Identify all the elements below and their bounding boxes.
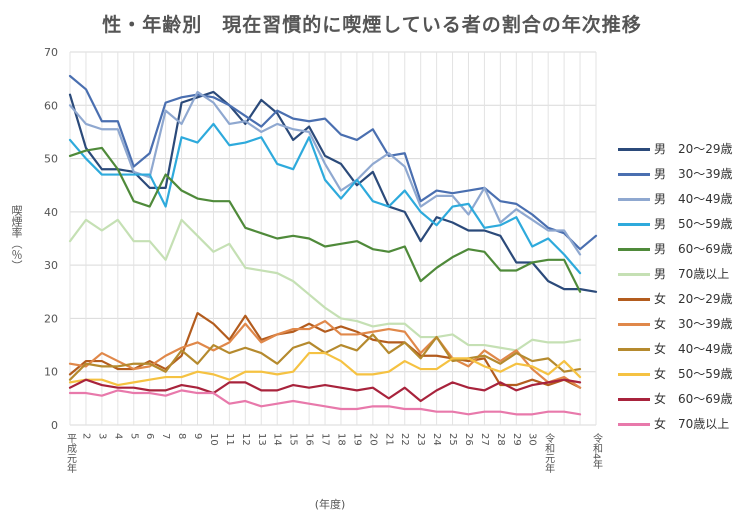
series-line-12 [68,389,582,416]
x-tick-label: 14 [272,433,283,446]
x-tick-label: 28 [495,433,506,446]
y-tick-label: 60 [44,99,58,112]
legend-label: 女 40〜49歳 [654,342,733,356]
x-tick-label: 29 [511,433,522,446]
legend-swatch [618,173,650,176]
x-tick-label: 5 [128,433,139,439]
x-tick-label: 24 [431,433,442,446]
series-line-4 [68,122,582,275]
legend-swatch [618,223,650,226]
legend-label: 女 50〜59歳 [654,367,733,381]
series-line-1 [68,90,598,293]
y-axis-label: 喫煙率（％） [10,205,23,271]
series-line-11 [68,378,582,403]
x-tick-label: 30 [527,433,538,446]
y-tick-label: 20 [44,312,58,325]
x-tick-label: 16 [304,433,315,446]
y-tick-label: 50 [44,153,58,166]
legend-label: 男 50〜59歳 [654,217,733,231]
x-tick-label: 8 [176,433,187,439]
x-tick-label: 23 [415,433,426,446]
y-tick-label: 30 [44,259,58,272]
legend-label: 男 60〜69歳 [654,242,733,256]
x-axis-label: (年度) [314,498,346,511]
legend-swatch [618,148,650,151]
x-tick-label: 13 [256,433,267,446]
x-tick-label: 17 [320,433,331,446]
x-tick-label: 19 [351,433,362,446]
x-tick-label: 令和元年 [543,432,555,474]
legend-label: 男 30〜39歳 [654,167,733,181]
chart-title: 性・年齢別 現在習慣的に喫煙している者の割合の年次推移 [102,14,642,36]
series-line-2 [68,74,598,251]
x-tick-label: 20 [367,433,378,446]
x-tick-label: 21 [383,433,394,446]
x-tick-label: 11 [224,433,235,446]
legend-swatch [618,373,650,376]
legend-swatch [618,323,650,326]
x-tick-label: 3 [96,433,107,439]
legend-label: 女 20〜29歳 [654,292,733,306]
legend-label: 女 30〜39歳 [654,317,733,331]
x-tick-label: 22 [399,433,410,446]
x-tick-label: 12 [240,433,251,446]
legend-swatch [618,398,650,401]
y-tick-label: 10 [44,366,58,379]
series-line-3 [68,90,582,256]
legend-swatch [618,348,650,351]
series-line-6 [68,218,582,352]
x-tick-label: 9 [192,433,203,439]
x-tick-label: 2 [80,433,91,439]
legend-label: 男 20〜29歳 [654,142,733,156]
x-tick-label: 26 [463,433,474,446]
x-tick-label: 25 [447,433,458,446]
series-line-8 [68,319,582,389]
legend-swatch [618,298,650,301]
legend-label: 男 70歳以上 [654,267,730,281]
legend-label: 女 60〜69歳 [654,392,733,406]
y-tick-label: 40 [44,206,58,219]
legend-swatch [618,198,650,201]
legend-swatch [618,248,650,251]
x-tick-label: 令和4年 [591,432,603,470]
series-line-5 [68,146,582,293]
series-line-10 [68,351,582,387]
legend-swatch [618,423,650,426]
legend-label: 女 70歳以上 [654,417,730,431]
x-tick-label: 7 [160,433,171,439]
x-tick-label: 18 [335,433,346,446]
legend-label: 男 40〜49歳 [654,192,733,206]
x-tick-label: 27 [479,433,490,446]
x-tick-label: 15 [288,433,299,446]
y-tick-label: 70 [44,46,58,59]
x-tick-label: 10 [208,433,219,446]
x-tick-label: 4 [112,433,123,439]
y-tick-label: 0 [51,419,58,432]
x-tick-label: 平成元年 [65,433,77,474]
legend-swatch [618,273,650,276]
x-tick-label: 6 [144,433,155,439]
